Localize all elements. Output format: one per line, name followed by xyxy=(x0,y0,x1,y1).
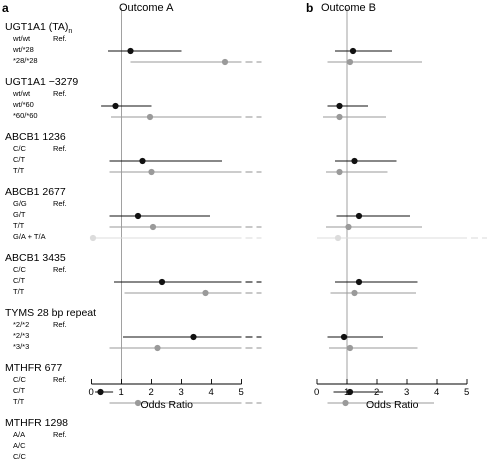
genotype-label: wt/*60 xyxy=(13,100,34,109)
reference-label: Ref. xyxy=(53,144,67,153)
x-tick-label-b-0: 0 xyxy=(314,387,320,398)
genotype-label: T/T xyxy=(13,287,25,296)
panel-title-a: Outcome A xyxy=(119,2,174,14)
genotype-label: C/T xyxy=(13,155,26,164)
genotype-label: *2/*3 xyxy=(13,331,30,340)
reference-label: Ref. xyxy=(53,265,67,274)
point-estimate-a xyxy=(127,47,134,55)
genotype-label: G/T xyxy=(13,210,26,219)
point-estimate-b xyxy=(342,399,349,407)
gene-label: ABCB1 1236 xyxy=(5,131,66,143)
x-tick-label-a-2: 2 xyxy=(148,387,154,398)
point-estimate-a xyxy=(97,388,104,396)
point-estimate-a xyxy=(221,58,229,66)
point-estimate-a xyxy=(112,102,119,110)
genotype-label: C/T xyxy=(13,276,26,285)
x-tick-label-b-5: 5 xyxy=(464,387,470,398)
point-estimate-a xyxy=(190,333,197,341)
x-axis-label-a: Odds Ratio xyxy=(140,399,194,411)
genotype-label: A/A xyxy=(13,430,26,439)
point-estimate-b xyxy=(336,113,343,121)
point-estimate-b xyxy=(334,234,342,242)
point-estimate-b xyxy=(346,344,354,352)
point-estimate-a xyxy=(139,157,146,165)
point-estimate-b xyxy=(351,289,358,297)
gene-label: UGT1A1 (TA)n xyxy=(5,21,73,36)
x-axis-label-b: Odds Ratio xyxy=(366,399,419,411)
panel-title-b: Outcome B xyxy=(321,2,377,14)
point-estimate-a xyxy=(158,278,166,286)
genotype-label: G/G xyxy=(13,199,27,208)
x-tick-label-a-5: 5 xyxy=(238,387,244,398)
reference-label: Ref. xyxy=(53,375,67,384)
reference-label: Ref. xyxy=(53,89,67,98)
genotype-label: T/T xyxy=(13,221,25,230)
point-estimate-b xyxy=(355,212,363,220)
reference-label: Ref. xyxy=(53,34,67,43)
genotype-label: wt/*28 xyxy=(13,45,34,54)
genotype-label: C/C xyxy=(13,144,26,153)
genotype-label: T/T xyxy=(13,397,25,406)
x-tick-label-a-3: 3 xyxy=(178,387,184,398)
gene-label: ABCB1 3435 xyxy=(5,252,66,264)
point-estimate-a xyxy=(89,234,97,242)
genotype-label: G/A + T/A xyxy=(13,232,46,241)
gene-label: ABCB1 2677 xyxy=(5,186,66,198)
reference-label: Ref. xyxy=(53,199,67,208)
genotype-label: *2/*2 xyxy=(13,320,30,329)
point-estimate-a xyxy=(148,168,155,176)
point-estimate-a xyxy=(134,399,142,407)
point-estimate-b xyxy=(340,333,348,341)
forest-plot-figure: a Outcome A 0 1 2 3 4 5 Odds Ratio wt/wt Ref. wt/*2… xyxy=(2,1,487,460)
genotype-label: C/T xyxy=(13,386,26,395)
gene-label-subscript: n xyxy=(68,28,73,36)
point-estimate-b xyxy=(345,223,352,231)
x-tick-label-b-3: 3 xyxy=(404,387,410,398)
genotype-label: wt/wt xyxy=(13,89,31,98)
genotype-label: *60/*60 xyxy=(13,111,38,120)
point-estimate-a xyxy=(202,289,209,297)
x-tick-label-b-4: 4 xyxy=(434,387,440,398)
x-tick-label-b-1: 1 xyxy=(344,387,350,398)
point-estimate-a xyxy=(146,113,154,121)
x-tick-label-a-4: 4 xyxy=(208,387,214,398)
point-estimate-a xyxy=(149,223,157,231)
point-estimate-b xyxy=(346,58,354,66)
genotype-label: *3/*3 xyxy=(13,342,30,351)
genotype-label: wt/wt xyxy=(13,34,31,43)
gene-label: MTHFR 677 xyxy=(5,362,63,374)
panel-letter-b: b xyxy=(306,1,314,15)
reference-label: Ref. xyxy=(53,320,67,329)
point-estimate-b xyxy=(336,102,343,110)
gene-label: MTHFR 1298 xyxy=(5,417,69,429)
point-estimate-b xyxy=(349,47,357,55)
genotype-label: C/C xyxy=(13,375,26,384)
genotype-label: *28/*28 xyxy=(13,56,38,65)
point-estimate-a xyxy=(134,212,142,220)
forest-plot-svg xyxy=(89,8,487,407)
genotype-label: A/C xyxy=(13,441,26,450)
gene-label: TYMS 28 bp repeat xyxy=(5,307,97,319)
point-estimate-b xyxy=(346,388,354,396)
genotype-label: C/C xyxy=(13,452,26,461)
point-estimate-a xyxy=(154,344,161,352)
reference-label: Ref. xyxy=(53,430,67,439)
point-estimate-b xyxy=(336,168,343,176)
x-tick-label-a-0: 0 xyxy=(88,387,94,398)
genotype-label: C/C xyxy=(13,265,26,274)
point-estimate-b xyxy=(355,278,363,286)
genotype-label: T/T xyxy=(13,166,25,175)
gene-label: UGT1A1 −3279 xyxy=(5,76,79,88)
panel-letter-a: a xyxy=(2,1,9,15)
point-estimate-b xyxy=(351,157,358,165)
x-tick-label-b-2: 2 xyxy=(374,387,380,398)
x-tick-label-a-1: 1 xyxy=(118,387,124,398)
